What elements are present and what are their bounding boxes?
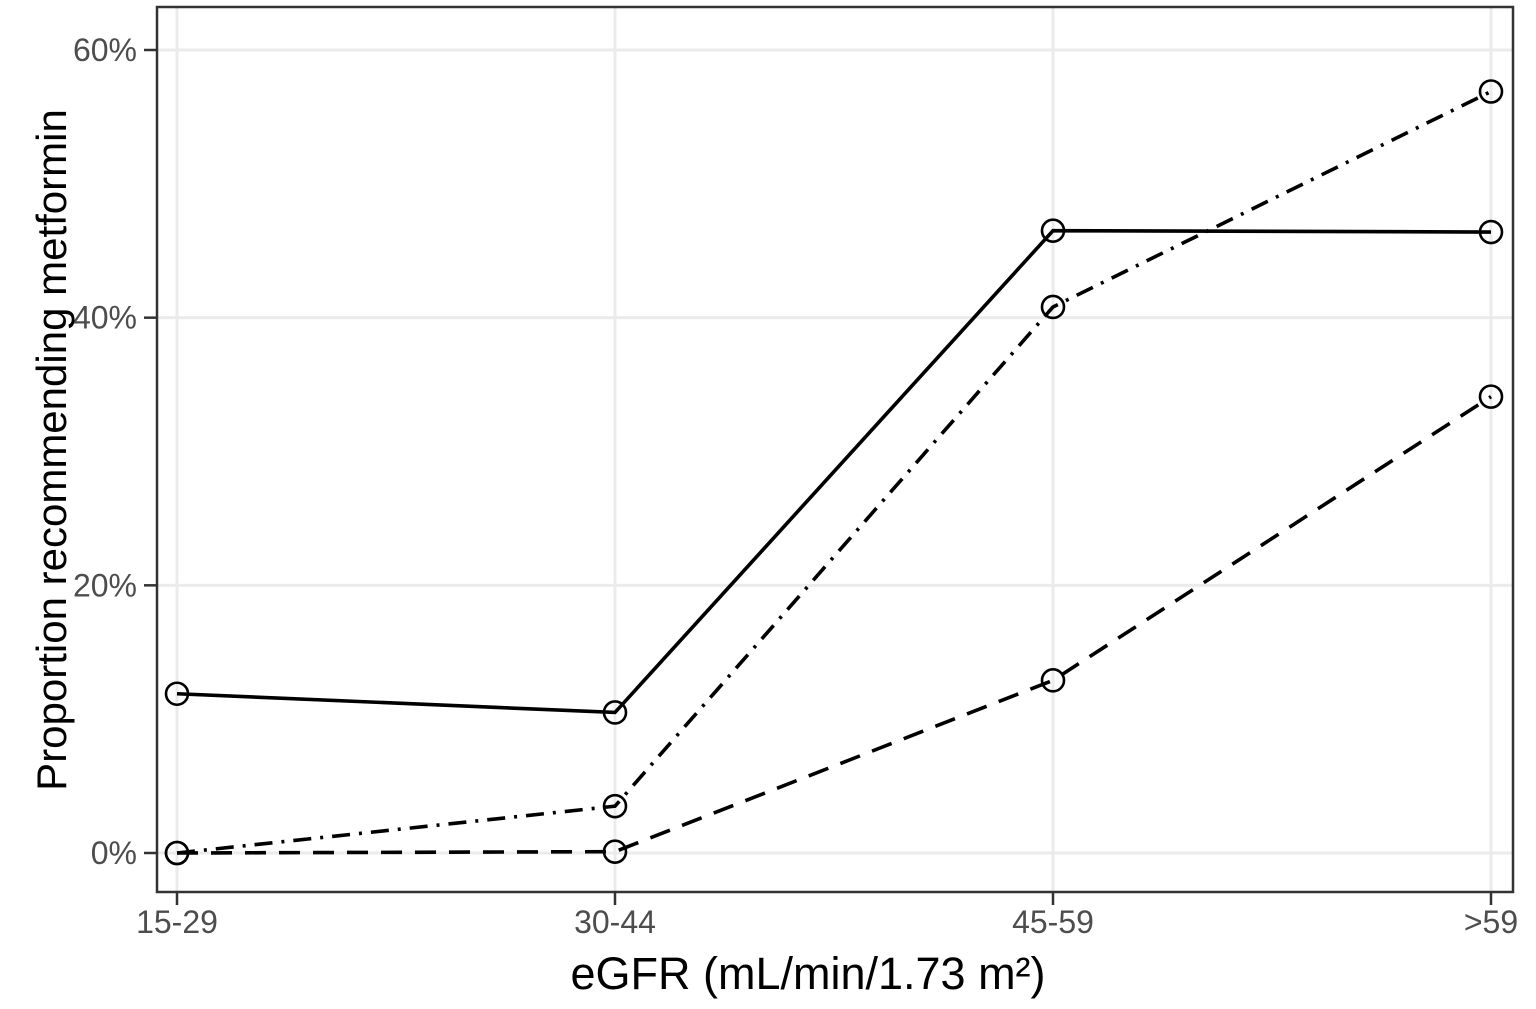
data-point-marker	[602, 839, 628, 864]
series-line-solid	[176, 228, 1492, 715]
y-tick-label: 40%	[73, 300, 137, 336]
data-point-marker	[164, 681, 190, 707]
x-tick-label: 15-29	[136, 904, 218, 940]
data-point-marker	[1478, 79, 1504, 104]
y-tick-label: 20%	[73, 567, 137, 603]
data-point-marker	[1040, 294, 1066, 320]
data-point-marker	[1478, 219, 1504, 245]
y-axis-title: Proportion recommending metformin	[28, 109, 75, 791]
panel-border	[155, 5, 1515, 894]
data-point-marker	[602, 793, 628, 819]
x-tick-label: 45-59	[1012, 904, 1094, 940]
x-axis-title: eGFR (mL/min/1.73 m²)	[570, 948, 1046, 999]
x-tick-label: 30-44	[574, 904, 656, 940]
data-point-marker	[1478, 384, 1504, 409]
y-tick-label: 0%	[91, 835, 137, 871]
data-point-marker	[1040, 668, 1066, 693]
data-point-marker	[1040, 218, 1066, 243]
data-point-marker	[602, 700, 628, 725]
x-tick-label: >59	[1464, 904, 1518, 940]
data-point-marker	[164, 840, 190, 866]
y-tick-label: 60%	[73, 32, 137, 68]
series-line-dashed	[176, 395, 1492, 855]
